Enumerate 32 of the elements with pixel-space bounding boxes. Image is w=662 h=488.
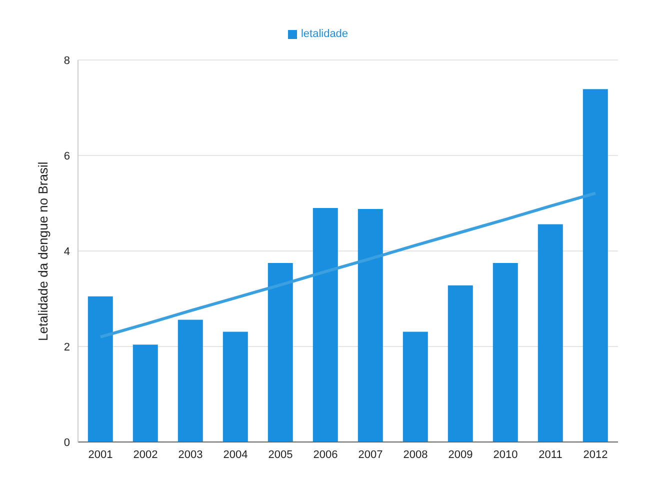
bar (492, 262, 518, 442)
bar (358, 208, 383, 442)
x-tick-label: 2010 (493, 448, 518, 461)
bar (178, 320, 203, 442)
y-axis-title: Letalidade da dengue no Brasil (36, 162, 51, 341)
y-tick-label: 4 (64, 246, 70, 258)
bar (268, 262, 293, 442)
x-tick-label: 2006 (313, 448, 338, 461)
legend-label: letalidade (300, 28, 348, 40)
bar (582, 89, 608, 442)
x-tick-label: 2005 (268, 448, 293, 461)
x-tick-label: 2012 (583, 448, 608, 461)
bar (88, 296, 113, 442)
x-tick-label: 2004 (223, 448, 248, 461)
bar (538, 224, 563, 442)
x-tick-label: 2001 (88, 448, 113, 461)
y-tick-label: 8 (64, 54, 70, 67)
x-tick-label: 2003 (178, 448, 203, 461)
x-tick-label: 2008 (403, 448, 428, 461)
line-series (99, 192, 597, 338)
bar (402, 332, 428, 442)
y-tick-label: 6 (64, 150, 70, 162)
y-tick-label: 2 (64, 341, 70, 354)
x-tick-label: 2007 (358, 448, 383, 461)
bar (312, 208, 338, 442)
x-tick-label: 2011 (538, 448, 562, 461)
y-tick-label: 0 (64, 436, 70, 449)
bar (222, 332, 248, 442)
bar (448, 285, 473, 442)
bar (132, 344, 158, 442)
x-tick-label: 2002 (133, 448, 158, 461)
x-tick-label: 2009 (448, 448, 473, 461)
